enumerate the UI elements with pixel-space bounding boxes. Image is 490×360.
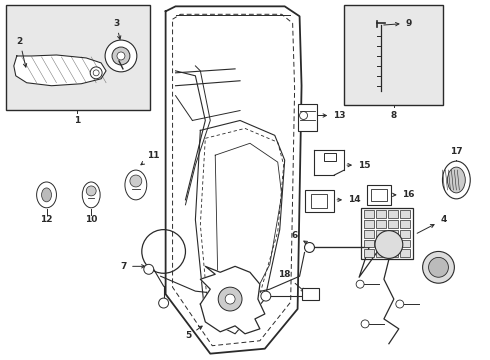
Circle shape [112, 47, 130, 65]
Text: 8: 8 [391, 111, 397, 120]
Circle shape [130, 175, 142, 187]
Bar [388, 249, 398, 257]
Bar [388, 220, 398, 228]
Text: 18: 18 [278, 270, 305, 292]
Bar [364, 230, 374, 238]
Text: 1: 1 [74, 117, 80, 126]
Bar [376, 230, 386, 238]
Text: 9: 9 [384, 19, 412, 28]
Circle shape [422, 251, 454, 283]
Ellipse shape [42, 188, 51, 202]
Text: 17: 17 [450, 147, 463, 156]
Bar [361, 208, 413, 260]
Ellipse shape [442, 161, 470, 199]
Circle shape [261, 291, 271, 301]
Bar [324, 153, 336, 161]
Polygon shape [200, 266, 265, 334]
Bar [376, 220, 386, 228]
Bar [400, 239, 410, 247]
Circle shape [105, 40, 137, 72]
Circle shape [117, 52, 125, 60]
Bar [301, 288, 319, 300]
Bar [376, 239, 386, 247]
Circle shape [225, 294, 235, 304]
Text: 10: 10 [85, 215, 98, 224]
Bar [305, 190, 334, 212]
Polygon shape [14, 55, 106, 86]
Ellipse shape [125, 170, 147, 200]
Text: 6: 6 [292, 231, 312, 246]
Ellipse shape [82, 182, 100, 208]
Text: 11: 11 [141, 151, 160, 165]
Circle shape [90, 67, 102, 79]
Bar [400, 230, 410, 238]
FancyBboxPatch shape [344, 5, 443, 105]
Text: 14: 14 [337, 195, 361, 204]
Bar [400, 249, 410, 257]
Bar [376, 249, 386, 257]
Circle shape [305, 243, 315, 252]
Circle shape [86, 186, 96, 196]
Bar [312, 194, 327, 208]
Text: 12: 12 [40, 215, 53, 224]
Ellipse shape [447, 167, 465, 193]
Circle shape [159, 298, 169, 308]
Text: 2: 2 [17, 37, 26, 67]
Bar [388, 210, 398, 218]
Bar [364, 239, 374, 247]
Text: 3: 3 [113, 19, 121, 39]
Circle shape [429, 257, 448, 277]
Bar [367, 185, 391, 205]
Bar [388, 230, 398, 238]
FancyBboxPatch shape [6, 5, 150, 109]
Bar [364, 249, 374, 257]
Text: 7: 7 [121, 262, 145, 271]
Circle shape [361, 320, 369, 328]
Bar [400, 210, 410, 218]
Bar [297, 104, 318, 131]
Bar [400, 220, 410, 228]
Text: 16: 16 [392, 190, 415, 199]
Bar [376, 210, 386, 218]
Circle shape [396, 300, 404, 308]
Circle shape [375, 231, 403, 258]
Ellipse shape [37, 182, 56, 208]
Text: 5: 5 [185, 326, 202, 340]
Circle shape [218, 287, 242, 311]
Text: 4: 4 [417, 215, 447, 233]
Bar [364, 210, 374, 218]
Text: 15: 15 [347, 161, 370, 170]
Text: 13: 13 [315, 111, 345, 120]
Circle shape [144, 264, 154, 274]
Polygon shape [166, 6, 301, 354]
Bar [371, 189, 387, 201]
Circle shape [356, 280, 364, 288]
Bar [364, 220, 374, 228]
Bar [388, 239, 398, 247]
